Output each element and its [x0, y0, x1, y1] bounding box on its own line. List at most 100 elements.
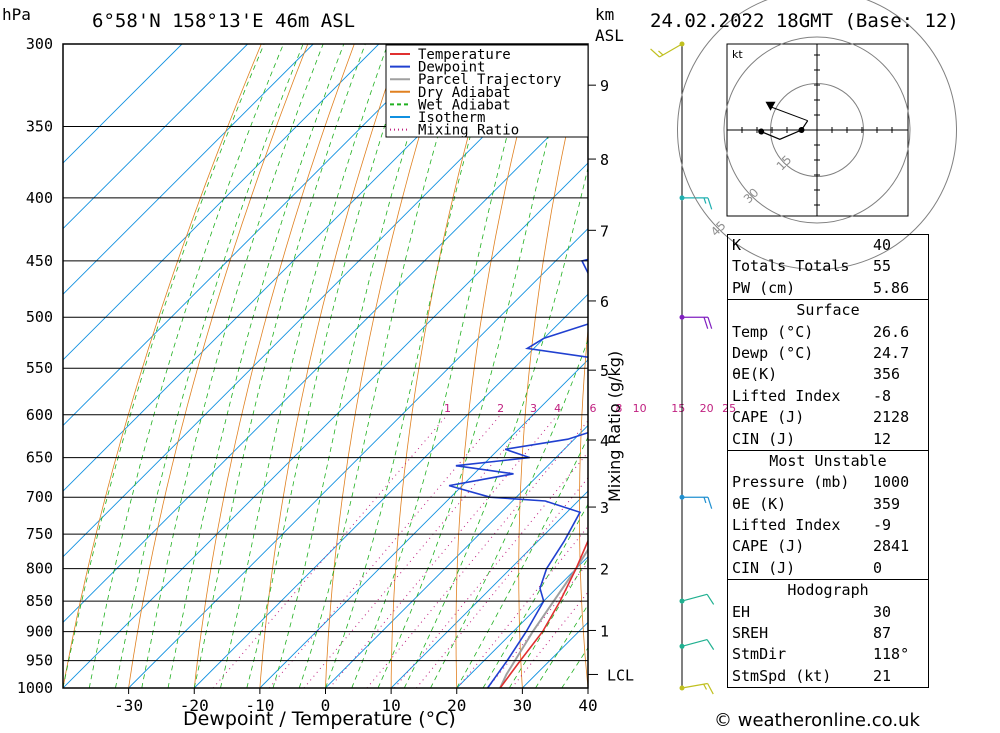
- isotherm-line: [63, 162, 588, 688]
- hodograph-ring: [723, 36, 911, 224]
- legend-label: Parcel Trajectory: [418, 72, 561, 88]
- temperature-tick-label: 10: [381, 696, 400, 715]
- pressure-unit-label: hPa: [2, 5, 31, 24]
- mixing-ratio-label: 8: [615, 402, 622, 415]
- basic-indices: K 40 Totals Totals 55 PW (cm) 5.86: [728, 235, 928, 301]
- height-tick-label: 6: [600, 293, 609, 311]
- dry-adiabat-line: [957, 44, 1000, 688]
- hodo-row: SREH 87: [728, 623, 928, 644]
- legend-label: Mixing Ratio: [418, 123, 519, 139]
- most_unstable-row: Pressure (mb) 1000: [728, 472, 928, 493]
- hodo-label: EH: [732, 602, 751, 621]
- wind-barb: [679, 494, 713, 509]
- wind-barb-flag: [703, 683, 708, 690]
- pressure-tick-label: 950: [26, 652, 53, 670]
- height-tick-label: 4: [600, 432, 609, 450]
- hodo-label: StmSpd (kt): [732, 666, 832, 685]
- temperature-tick-label: -30: [114, 696, 143, 715]
- mixing-ratio-line: [303, 414, 534, 688]
- indices-table: K 40 Totals Totals 55 PW (cm) 5.86 Surface Te…: [727, 234, 929, 689]
- dry-adiabat-line: [455, 44, 541, 688]
- lcl-label: LCL: [607, 666, 634, 684]
- mixing-ratio-line: [366, 419, 588, 688]
- basic-label: PW (cm): [732, 278, 796, 297]
- wind-barb-flag: [703, 197, 707, 204]
- mixing-ratio-label: 10: [633, 402, 647, 415]
- wind-barb-flag: [706, 639, 715, 650]
- datetime-title: 24.02.2022 18GMT (Base: 12): [650, 10, 959, 32]
- pressure-tick-label: 500: [26, 308, 53, 326]
- mixing-ratio-label: 6: [589, 402, 596, 415]
- most_unstable-value: -9: [873, 516, 892, 535]
- hodograph-ring: [677, 0, 957, 270]
- most_unstable-value: 2841: [873, 537, 910, 556]
- legend-label: Wet Adiabat: [418, 97, 511, 113]
- hodo-value: 21: [873, 666, 892, 685]
- surface-value: 356: [873, 365, 901, 384]
- surface-row: Lifted Index -8: [728, 386, 928, 407]
- height-unit-label: km: [595, 5, 615, 24]
- surface-label: Lifted Index: [732, 386, 841, 405]
- mixing-ratio-label: 3: [530, 402, 537, 415]
- wind-barb-flag: [707, 683, 714, 695]
- wet-adiabat-line: [220, 44, 389, 688]
- surface-value: 2128: [873, 408, 910, 427]
- height-tick-label: 1: [600, 622, 609, 640]
- height-tick-label: 8: [600, 151, 609, 169]
- isotherm-line: [128, 227, 588, 688]
- surface-indices: Temp (°C) 26.6 Dewp (°C) 24.7 θE(K) 356 Lifted…: [728, 322, 928, 451]
- dry-adiabat-line: [325, 44, 448, 688]
- pressure-tick-label: 900: [26, 623, 53, 641]
- surface-row: CAPE (J) 2128: [728, 407, 928, 428]
- wind-barb-flag: [703, 497, 707, 504]
- wet-adiabat-line: [403, 166, 588, 688]
- hodo-value: 118°: [873, 645, 910, 664]
- dry-adiabat-line: [128, 44, 309, 688]
- isotherm-line: [325, 424, 588, 688]
- height-tick-label: 9: [600, 77, 609, 95]
- surface-value: 26.6: [873, 322, 910, 341]
- mixing-ratio-label: 4: [554, 402, 561, 415]
- isotherm-line: [63, 44, 380, 361]
- legend-label: Temperature: [418, 47, 511, 63]
- wet-adiabat-line: [351, 44, 532, 688]
- pressure-tick-label: 400: [26, 189, 53, 207]
- dry-adiabat-line: [638, 44, 680, 688]
- temperature-tick-label: 20: [447, 696, 466, 715]
- most_unstable-row: CIN (J) 0: [728, 558, 928, 579]
- legend-box: [385, 44, 589, 138]
- most_unstable-label: θE (K): [732, 494, 787, 513]
- isotherm-line: [63, 44, 577, 558]
- mixing-ratio-line: [487, 562, 588, 688]
- height-unit-label-asl: ASL: [595, 26, 624, 45]
- height-tick-label: 5: [600, 362, 609, 380]
- location-title: 6°58'N 158°13'E 46m ASL: [92, 10, 356, 32]
- mixing-ratio-label: 20: [700, 402, 714, 415]
- wet-adiabat-line: [193, 44, 366, 688]
- hodo-label: SREH: [732, 624, 769, 643]
- basic-value: 55: [873, 257, 892, 276]
- surface-row: Temp (°C) 26.6: [728, 322, 928, 343]
- hodo-row: EH 30: [728, 602, 928, 623]
- wet-adiabat-line: [456, 436, 588, 688]
- wet-adiabat-line: [167, 44, 345, 688]
- wind-barb-flag: [707, 317, 713, 329]
- pressure-tick-label: 850: [26, 592, 53, 610]
- legend-label: Dewpoint: [418, 60, 485, 76]
- surface-section-title: Surface: [796, 301, 860, 320]
- hodograph-point: [758, 128, 765, 135]
- isotherm-line: [259, 359, 588, 688]
- mixing-ratio-label: 2: [497, 402, 504, 415]
- wet-adiabat-line: [115, 44, 304, 688]
- isotherm-line: [63, 96, 588, 624]
- basic-label: K: [732, 236, 742, 254]
- most_unstable-label: CAPE (J): [732, 537, 805, 556]
- parcel-trajectory-line: [499, 547, 588, 688]
- isotherm-line: [63, 44, 314, 295]
- pressure-tick-label: 350: [26, 117, 53, 135]
- legend-label: Isotherm: [418, 110, 485, 126]
- most_unstable-label: CIN (J): [732, 558, 796, 577]
- dry-adiabat-line: [193, 44, 355, 688]
- pressure-tick-label: 650: [26, 449, 53, 467]
